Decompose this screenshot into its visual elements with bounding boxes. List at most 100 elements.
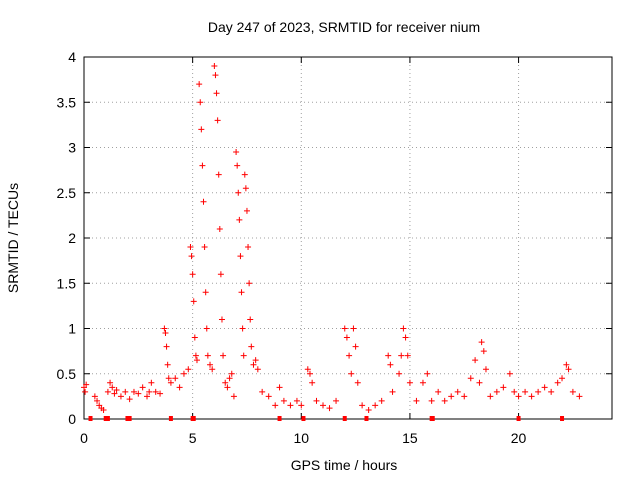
- data-point: [94, 397, 101, 404]
- data-point: [306, 370, 313, 377]
- data-point: [400, 325, 407, 332]
- data-point: [211, 63, 218, 70]
- data-point: [241, 171, 248, 178]
- data-point: [215, 171, 222, 178]
- x-tick-label: 10: [293, 430, 309, 446]
- data-point: [207, 361, 214, 368]
- data-point: [385, 352, 392, 359]
- data-point: [402, 334, 409, 341]
- data-point: [448, 393, 455, 400]
- data-point: [104, 388, 111, 395]
- data-point: [272, 402, 279, 409]
- y-tick-label: 0.5: [57, 366, 77, 382]
- data-point: [313, 397, 320, 404]
- data-point: [304, 366, 311, 373]
- data-point: [245, 244, 252, 251]
- data-point: [563, 361, 570, 368]
- y-tick-label: 3.5: [57, 94, 77, 110]
- data-point: [199, 162, 206, 169]
- data-point: [113, 387, 120, 394]
- data-point: [419, 379, 426, 386]
- data-point: [548, 388, 555, 395]
- data-point: [157, 390, 164, 397]
- y-tick-label: 2: [68, 230, 76, 246]
- data-point: [161, 325, 168, 332]
- y-tick-label: 3: [68, 140, 76, 156]
- data-point: [248, 343, 255, 350]
- data-point: [378, 397, 385, 404]
- data-point: [354, 379, 361, 386]
- data-point: [461, 393, 468, 400]
- data-point: [500, 384, 507, 391]
- data-point: [246, 280, 253, 287]
- data-point: [117, 393, 124, 400]
- data-point: [167, 379, 174, 386]
- data-point-zero: [364, 416, 369, 421]
- data-point: [298, 402, 305, 409]
- data-point: [259, 388, 266, 395]
- data-point: [233, 149, 240, 156]
- data-point: [192, 352, 199, 359]
- x-tick-label: 20: [511, 430, 527, 446]
- data-point: [188, 253, 195, 260]
- x-tick-label: 5: [189, 430, 197, 446]
- data-point-zero: [301, 416, 306, 421]
- data-point: [482, 366, 489, 373]
- data-point: [180, 370, 187, 377]
- data-point: [238, 289, 245, 296]
- data-point-zero: [191, 416, 196, 421]
- data-point: [287, 402, 294, 409]
- y-tick-label: 1: [68, 321, 76, 337]
- data-point: [185, 366, 192, 373]
- data-point: [487, 393, 494, 400]
- data-point: [135, 390, 142, 397]
- data-point: [220, 352, 227, 359]
- data-point: [239, 325, 246, 332]
- data-point: [144, 393, 151, 400]
- data-point: [204, 352, 211, 359]
- data-point: [209, 366, 216, 373]
- data-point: [472, 357, 479, 364]
- data-point: [413, 397, 420, 404]
- data-point: [196, 81, 203, 88]
- data-point: [522, 388, 529, 395]
- data-point: [350, 325, 357, 332]
- data-point: [250, 361, 257, 368]
- data-point: [541, 384, 548, 391]
- data-point: [109, 384, 116, 391]
- data-point: [476, 379, 483, 386]
- data-point: [214, 117, 221, 124]
- data-point: [111, 390, 118, 397]
- data-point: [480, 348, 487, 355]
- data-point: [387, 361, 394, 368]
- data-point: [193, 357, 200, 364]
- data-point: [554, 379, 561, 386]
- data-point-zero: [277, 416, 282, 421]
- data-point: [343, 334, 350, 341]
- data-point: [454, 388, 461, 395]
- data-point-zero: [88, 416, 93, 421]
- data-point: [398, 352, 405, 359]
- data-point: [152, 388, 159, 395]
- y-tick-label: 2.5: [57, 185, 77, 201]
- data-point: [82, 388, 89, 395]
- data-point: [126, 396, 133, 403]
- data-point: [341, 325, 348, 332]
- data-point-zero: [125, 416, 130, 421]
- data-point: [293, 397, 300, 404]
- data-point: [406, 379, 413, 386]
- data-point: [230, 393, 237, 400]
- data-point: [478, 339, 485, 346]
- data-point: [240, 352, 247, 359]
- data-point: [146, 388, 153, 395]
- data-point: [139, 384, 146, 391]
- data-point: [218, 316, 225, 323]
- data-point: [212, 72, 219, 79]
- data-point: [576, 393, 583, 400]
- data-point: [265, 393, 272, 400]
- data-point: [348, 370, 355, 377]
- data-point: [213, 90, 220, 97]
- data-point: [164, 361, 171, 368]
- data-point: [216, 225, 223, 232]
- data-point-zero: [103, 416, 108, 421]
